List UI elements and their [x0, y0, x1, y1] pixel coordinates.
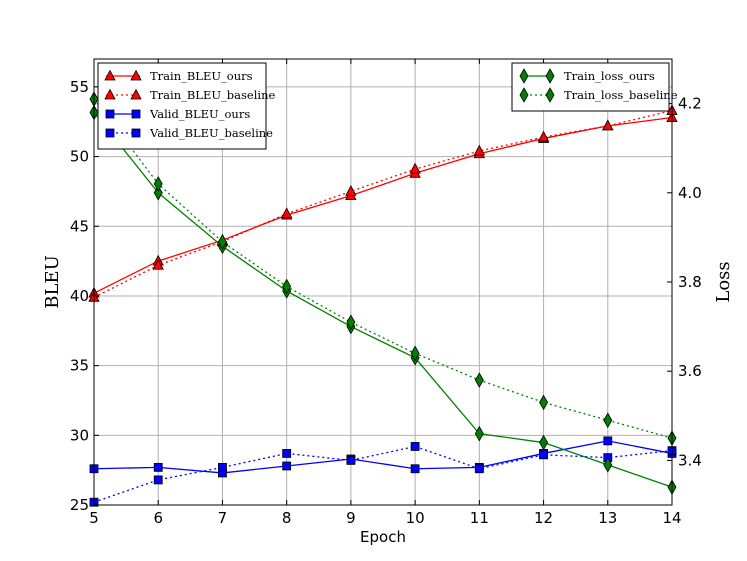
y-left-tick-label: 50: [70, 148, 89, 166]
data-point-Train_loss_baseline: [346, 314, 356, 330]
series-line-Train_loss_ours: [93, 112, 673, 488]
data-point-Train_loss_baseline: [282, 278, 292, 295]
x-tick-label: 5: [89, 509, 99, 527]
x-tick-label: 12: [534, 509, 553, 527]
legend-box: [97, 62, 267, 150]
data-point-Train_BLEU_baseline: [602, 119, 614, 131]
ticks-layer: 5 6 7 8 9 10 11 12 13 14 25 30 35 40 45 50 55 3.4 3.6 3.8 4.…: [70, 59, 702, 527]
y-left-tick-label: 35: [70, 357, 89, 375]
data-point-Train_BLEU_baseline: [345, 185, 357, 196]
legend-marker-Valid_BLEU_ours: [105, 109, 115, 119]
legend-marker-Train_loss_ours: [519, 68, 529, 84]
legend-left: Train_BLEU_ours Train_BLEU_baseline Valid_…: [97, 62, 275, 150]
legend-right: Train_loss_ours Train_loss_baseline: [511, 62, 678, 112]
legend-label-Valid_BLEU_baseline: Valid_BLEU_baseline: [149, 126, 273, 140]
series-line-Train_loss_baseline: [93, 98, 673, 439]
legend-marker-Train_loss_baseline: [519, 87, 529, 103]
data-point-Valid_BLEU_ours: [603, 436, 613, 446]
data-point-Valid_BLEU_baseline: [153, 475, 163, 485]
data-point-Train_BLEU_baseline: [473, 144, 485, 156]
legend-marker-Train_BLEU_ours: [130, 69, 142, 81]
legend-label-Valid_BLEU_ours: Valid_BLEU_ours: [149, 107, 250, 121]
legend-marker-Train_BLEU_baseline: [130, 88, 142, 100]
data-point-Valid_BLEU_baseline: [410, 442, 420, 451]
y-right-tick-label: 3.8: [678, 273, 702, 291]
data-point-Train_loss_baseline: [603, 412, 613, 429]
data-point-Train_loss_baseline: [153, 176, 163, 192]
data-point-Train_loss_ours: [539, 434, 549, 451]
legend-label-Train_loss_ours: Train_loss_ours: [564, 69, 655, 83]
legend-marker-Valid_BLEU_baseline: [105, 128, 115, 138]
series-line-Train_BLEU_baseline: [93, 109, 673, 298]
legend-marker-Train_BLEU_baseline: [104, 88, 116, 100]
data-point-Train_loss_ours: [474, 425, 484, 442]
data-point-Train_BLEU_baseline: [537, 130, 550, 142]
x-tick-label: 13: [598, 509, 617, 527]
y-right-tick-label: 4.2: [678, 95, 702, 113]
data-point-Valid_BLEU_baseline: [539, 450, 548, 460]
y-right-tick-label: 3.6: [678, 362, 702, 380]
y-left-tick-label: 40: [70, 287, 89, 305]
data-point-Train_loss_baseline: [217, 234, 227, 250]
x-tick-label: 11: [470, 509, 489, 527]
legend-marker-Train_loss_baseline: [545, 87, 555, 103]
data-point-Train_loss_baseline: [410, 345, 420, 362]
data-point-Valid_BLEU_baseline: [282, 449, 292, 458]
x-tick-label: 9: [346, 509, 356, 527]
y-left-tick-label: 45: [70, 217, 89, 235]
y-axis-left-label: BLEU: [42, 255, 63, 309]
series-line-Valid_BLEU_baseline: [93, 445, 673, 503]
legend-marker-Train_BLEU_ours: [104, 69, 116, 81]
legend-marker-Valid_BLEU_baseline: [131, 128, 141, 138]
data-point-Valid_BLEU_ours: [153, 462, 163, 472]
x-tick-label: 10: [406, 509, 425, 527]
data-point-Valid_BLEU_ours: [410, 464, 420, 474]
data-point-Valid_BLEU_ours: [282, 461, 292, 471]
x-tick-label: 8: [282, 509, 292, 527]
data-point-Train_BLEU_baseline: [409, 162, 421, 174]
data-point-Valid_BLEU_baseline: [474, 464, 484, 474]
y-left-tick-label: 25: [70, 496, 89, 514]
data-point-Train_loss_ours: [603, 457, 613, 473]
data-point-Train_loss_baseline: [539, 394, 549, 411]
y-left-tick-label: 30: [70, 426, 89, 444]
legend-marker-Valid_BLEU_ours: [131, 109, 141, 119]
series-line-Valid_BLEU_ours: [93, 440, 673, 474]
legend-label-Train_BLEU_ours: Train_BLEU_ours: [150, 69, 253, 83]
x-tick-label: 14: [662, 509, 681, 527]
y-axis-right-label: Loss: [713, 261, 734, 302]
data-point-Train_BLEU_baseline: [281, 207, 293, 219]
legend-marker-Train_loss_ours: [545, 68, 555, 84]
x-axis-label: Epoch: [360, 528, 406, 546]
legend-label-Train_loss_baseline: Train_loss_baseline: [564, 88, 678, 102]
y-left-tick-label: 55: [70, 78, 89, 96]
x-tick-label: 6: [153, 509, 163, 527]
data-point-Train_BLEU_baseline: [152, 258, 164, 270]
y-right-tick-label: 4.0: [678, 184, 702, 202]
data-point-Valid_BLEU_baseline: [218, 462, 227, 472]
legend-box: [511, 62, 670, 112]
x-tick-label: 7: [218, 509, 228, 527]
data-point-Valid_BLEU_baseline: [346, 455, 356, 465]
data-point-Train_loss_baseline: [474, 372, 484, 388]
series-line-Train_BLEU_ours: [93, 116, 673, 294]
y-right-tick-label: 3.4: [678, 451, 702, 469]
data-point-Train_loss_ours: [153, 184, 163, 201]
legend-label-Train_BLEU_baseline: Train_BLEU_baseline: [150, 88, 275, 102]
